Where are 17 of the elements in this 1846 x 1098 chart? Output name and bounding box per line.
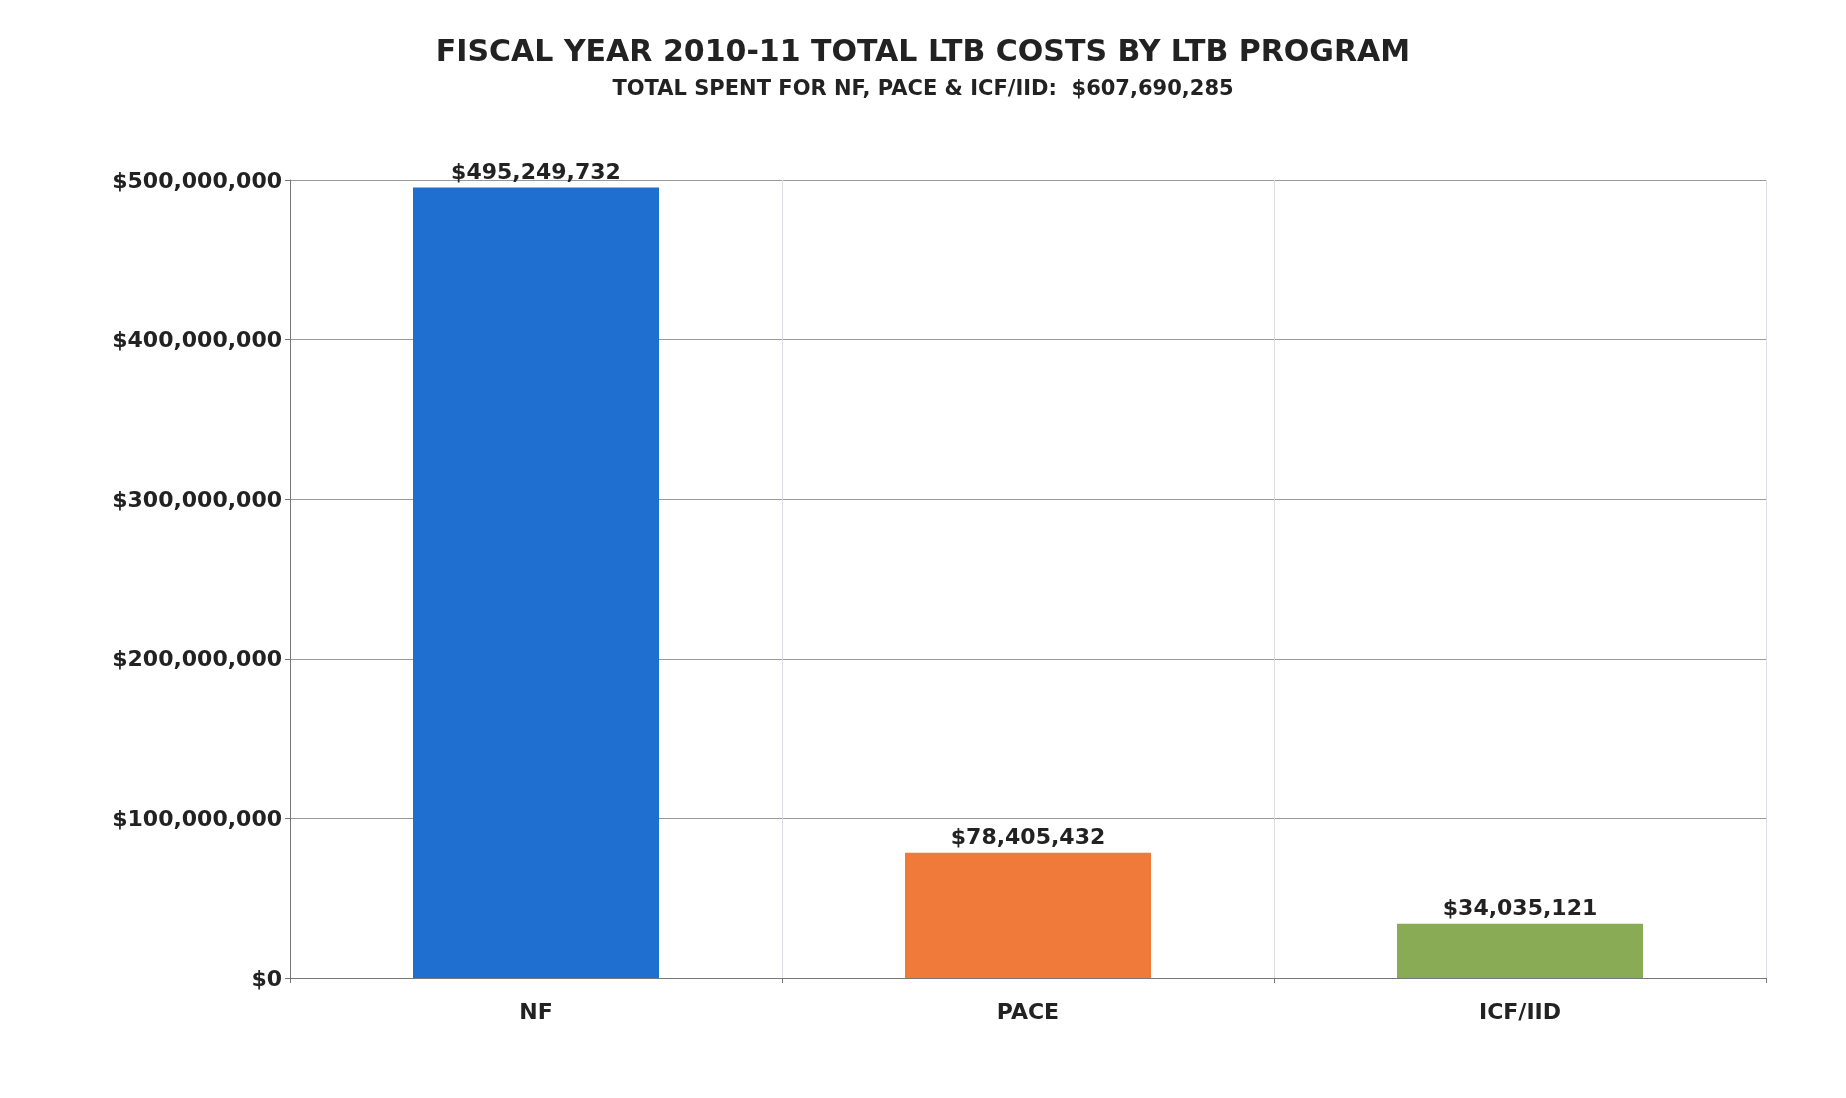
data-label: $495,249,732 bbox=[451, 159, 621, 185]
x-tick-label: ICF/IID bbox=[1478, 998, 1562, 1024]
chart-subtitle: TOTAL SPENT FOR NF, PACE & ICF/IID: $607,690,285 bbox=[612, 75, 1234, 100]
y-tick-label: $400,000,000 bbox=[112, 327, 282, 353]
bar bbox=[413, 187, 659, 978]
y-tick-label: $500,000,000 bbox=[112, 167, 282, 193]
bar bbox=[1397, 923, 1643, 978]
bar bbox=[905, 852, 1151, 978]
x-tick-label: PACE bbox=[996, 998, 1060, 1024]
y-tick-label: $200,000,000 bbox=[112, 646, 282, 672]
chart-title: FISCAL YEAR 2010-11 TOTAL LTB COSTS BY LTB PROGRAM bbox=[435, 32, 1411, 68]
y-tick-label: $100,000,000 bbox=[112, 805, 282, 831]
data-label: $34,035,121 bbox=[1442, 895, 1598, 921]
y-tick-label: $300,000,000 bbox=[112, 486, 282, 512]
x-tick-label: NF bbox=[519, 998, 553, 1024]
data-label: $78,405,432 bbox=[950, 824, 1106, 850]
y-tick-label: $0 bbox=[251, 965, 282, 991]
